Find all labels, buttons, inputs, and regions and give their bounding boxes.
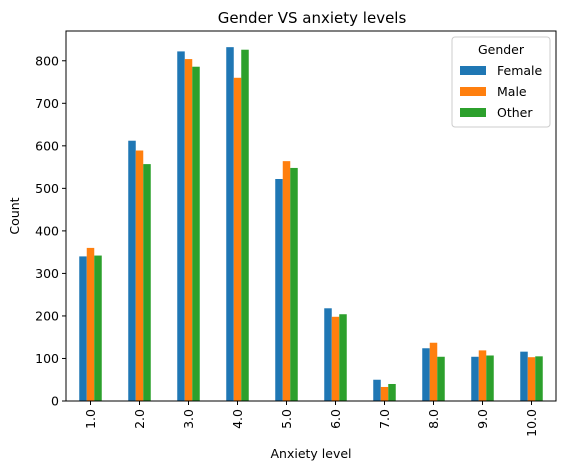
- y-tick-label: 200: [35, 308, 59, 323]
- bar-male-1-0: [86, 247, 95, 401]
- plot-frame: [65, 30, 557, 402]
- bar-male-9-0: [478, 350, 487, 401]
- bar-male-3-0: [184, 59, 193, 401]
- bar-male-4-0: [233, 77, 242, 401]
- x-tick-label: 7.0: [377, 409, 392, 429]
- chart-title: Gender VS anxiety levels: [218, 9, 407, 27]
- bar-other-3-0: [192, 66, 200, 401]
- bar-female-1-0: [79, 256, 87, 401]
- bar-male-8-0: [429, 342, 438, 401]
- bar-female-2-0: [128, 140, 136, 401]
- bars-group: [79, 47, 543, 402]
- legend-swatch-female: [460, 66, 486, 75]
- bar-female-8-0: [422, 348, 430, 401]
- y-tick-label: 100: [35, 351, 59, 366]
- x-tick-label: 6.0: [328, 409, 343, 429]
- legend-label-female: Female: [497, 63, 543, 78]
- bar-male-7-0: [380, 386, 389, 401]
- bar-male-10-0: [527, 357, 536, 401]
- y-tick-label: 700: [35, 96, 59, 111]
- bar-male-5-0: [282, 161, 291, 401]
- bar-female-7-0: [373, 379, 381, 401]
- bar-female-9-0: [471, 356, 479, 401]
- y-tick-label: 0: [51, 394, 59, 409]
- y-axis-title: Count: [7, 197, 22, 234]
- bar-other-7-0: [388, 383, 396, 401]
- x-axis-title: Anxiety level: [270, 446, 351, 461]
- legend-title: Gender: [478, 42, 525, 57]
- bar-other-1-0: [94, 255, 102, 401]
- x-tick-label: 8.0: [426, 409, 441, 429]
- bar-female-3-0: [177, 51, 185, 401]
- x-tick-label: 5.0: [279, 409, 294, 429]
- legend-label-other: Other: [497, 105, 533, 120]
- bar-other-9-0: [486, 355, 494, 401]
- legend-swatch-other: [460, 108, 486, 117]
- legend-swatch-male: [460, 87, 486, 96]
- x-tick-label: 1.0: [83, 409, 98, 429]
- x-axis: 1.0 2.0 3.0 4.0 5.0 6.0 7.0 8.0 9.0 10.0: [83, 401, 539, 437]
- y-tick-label: 400: [35, 223, 59, 238]
- y-tick-label: 800: [35, 53, 59, 68]
- bar-female-5-0: [275, 179, 283, 401]
- y-tick-label: 500: [35, 181, 59, 196]
- bar-female-4-0: [226, 47, 234, 401]
- bar-other-8-0: [437, 356, 445, 401]
- x-tick-label: 9.0: [475, 409, 490, 429]
- bar-male-6-0: [331, 316, 340, 401]
- bar-other-5-0: [290, 167, 298, 401]
- y-tick-label: 300: [35, 266, 59, 281]
- legend-box: [451, 36, 551, 128]
- x-tick-label: 4.0: [230, 409, 245, 429]
- y-tick-label: 600: [35, 138, 59, 153]
- x-tick-label: 10.0: [524, 409, 539, 437]
- bar-other-4-0: [241, 49, 249, 402]
- y-axis: 0 100 200 300 400 500 600 700 800: [35, 53, 66, 409]
- legend: Gender Female Male Other: [451, 36, 551, 128]
- bar-other-10-0: [535, 356, 543, 401]
- bar-other-2-0: [143, 164, 151, 401]
- legend-label-male: Male: [497, 84, 527, 99]
- bar-female-10-0: [520, 351, 528, 401]
- bar-female-6-0: [324, 308, 332, 401]
- bar-male-2-0: [135, 150, 144, 401]
- x-tick-label: 2.0: [132, 409, 147, 429]
- bar-other-6-0: [339, 314, 347, 401]
- x-tick-label: 3.0: [181, 409, 196, 429]
